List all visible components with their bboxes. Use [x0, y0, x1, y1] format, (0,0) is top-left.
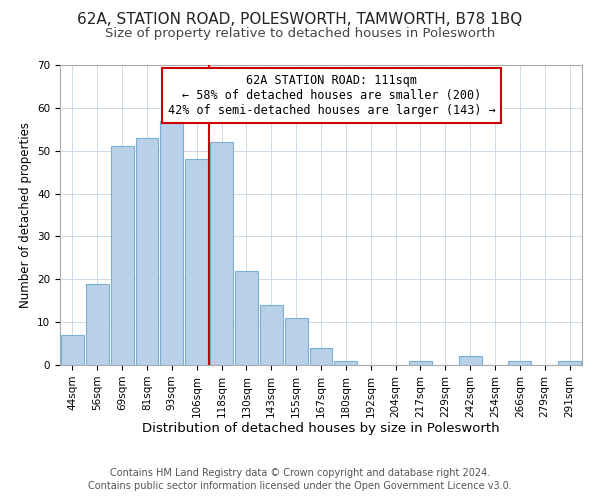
X-axis label: Distribution of detached houses by size in Polesworth: Distribution of detached houses by size … [142, 422, 500, 436]
Bar [334, 360, 357, 365]
Bar [160, 120, 183, 365]
Text: Contains HM Land Registry data © Crown copyright and database right 2024.: Contains HM Land Registry data © Crown c… [110, 468, 490, 477]
Text: 62A, STATION ROAD, POLESWORTH, TAMWORTH, B78 1BQ: 62A, STATION ROAD, POLESWORTH, TAMWORTH,… [77, 12, 523, 28]
Bar [185, 160, 208, 365]
Bar [111, 146, 134, 365]
Bar [61, 335, 84, 365]
Bar [558, 360, 581, 365]
Bar [235, 270, 258, 365]
Bar [409, 360, 432, 365]
Bar [310, 348, 332, 365]
Y-axis label: Number of detached properties: Number of detached properties [19, 122, 32, 308]
Bar [210, 142, 233, 365]
Bar [86, 284, 109, 365]
Text: Contains public sector information licensed under the Open Government Licence v3: Contains public sector information licen… [88, 481, 512, 491]
Text: 62A STATION ROAD: 111sqm
← 58% of detached houses are smaller (200)
42% of semi-: 62A STATION ROAD: 111sqm ← 58% of detach… [167, 74, 496, 117]
Bar [260, 305, 283, 365]
Bar [459, 356, 482, 365]
Bar [285, 318, 308, 365]
Bar [136, 138, 158, 365]
Text: Size of property relative to detached houses in Polesworth: Size of property relative to detached ho… [105, 28, 495, 40]
Bar [508, 360, 531, 365]
